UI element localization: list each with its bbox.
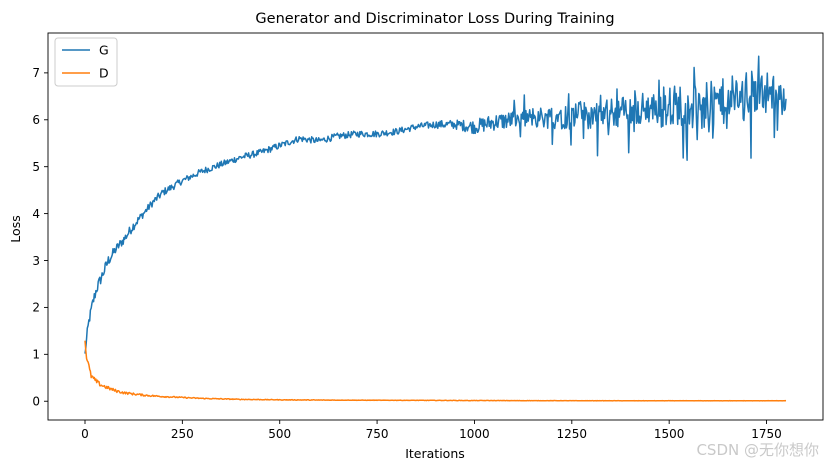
y-tick-label: 6	[32, 113, 40, 127]
x-tick-label: 1250	[557, 427, 588, 441]
x-tick-label: 750	[366, 427, 389, 441]
y-tick-label: 7	[32, 66, 40, 80]
y-axis-label: Loss	[8, 215, 23, 242]
legend: GD	[54, 37, 118, 87]
y-tick-label: 3	[32, 254, 40, 268]
x-tick-label: 0	[81, 427, 89, 441]
chart-title: Generator and Discriminator Loss During …	[255, 11, 614, 27]
x-axis-label: Iterations	[405, 446, 465, 461]
y-tick-label: 1	[32, 348, 40, 362]
axes-frame	[47, 32, 824, 421]
x-tick-label: 1500	[654, 427, 685, 441]
y-tick-label: 5	[32, 160, 40, 174]
axes-layer: 0 250 500 750 1000 1250 1500 1750 0 1 2 3 4 5 6 7	[32, 32, 824, 441]
x-tick-label: 1750	[751, 427, 782, 441]
x-tick-label: 1000	[459, 427, 490, 441]
watermark-text: CSDN @无你想你	[696, 441, 819, 459]
legend-label-D: D	[99, 66, 109, 81]
series-line-G	[84, 55, 787, 354]
y-tick-label: 2	[32, 301, 40, 315]
x-tick-label: 500	[268, 427, 291, 441]
series-layer	[84, 55, 787, 402]
series-line-D	[84, 340, 787, 402]
x-tick-label: 250	[171, 427, 194, 441]
y-tick-label: 4	[32, 207, 40, 221]
legend-label-G: G	[99, 43, 109, 58]
y-tick-label: 0	[32, 395, 40, 409]
